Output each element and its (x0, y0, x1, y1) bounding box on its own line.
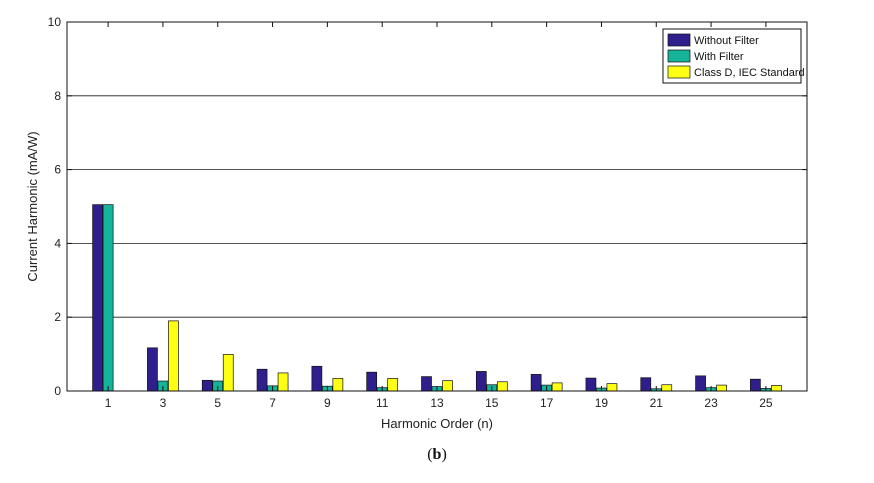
x-tick-label-3: 7 (269, 396, 276, 410)
y-axis-label: Current Harmonic (mA/W) (25, 131, 40, 281)
x-tick-label-9: 19 (595, 396, 609, 410)
legend-label-1: With Filter (694, 51, 744, 63)
x-tick-label-12: 25 (759, 396, 773, 410)
bar-s2-c5 (387, 378, 399, 392)
bar-s2-c6 (442, 380, 453, 392)
bar-s0-c2 (201, 379, 213, 392)
bar-s2-c12 (771, 385, 782, 392)
y-tick-label-1: 2 (54, 310, 61, 324)
y-tick-label-3: 6 (54, 163, 61, 177)
x-tick-label-1: 3 (160, 396, 167, 410)
bar-s2-c2 (222, 354, 234, 392)
bar-s0-c9 (585, 377, 597, 392)
x-tick-label-11: 23 (704, 396, 718, 410)
bar-s2-c10 (661, 384, 673, 392)
legend-swatch-1 (667, 49, 691, 63)
bar-s2-c3 (277, 372, 289, 392)
x-tick-label-8: 17 (540, 396, 554, 410)
y-tick-label-4: 8 (54, 89, 61, 103)
bar-s2-c7 (496, 381, 508, 392)
figure-caption: (b) (427, 446, 447, 463)
bar-s0-c11 (695, 375, 706, 392)
bar-s2-c9 (606, 383, 618, 392)
bar-s2-c1 (168, 320, 179, 392)
x-tick-label-0: 1 (105, 396, 112, 410)
x-axis-label: Harmonic Order (n) (381, 416, 493, 431)
legend-swatch-2 (667, 65, 691, 79)
bar-s0-c10 (640, 377, 652, 392)
x-tick-label-6: 13 (430, 396, 444, 410)
y-tick-label-5: 10 (48, 15, 62, 29)
legend-label-0: Without Filter (694, 35, 759, 47)
legend-swatch-0 (667, 33, 691, 47)
bar-s0-c0 (92, 204, 103, 392)
y-tick-label-2: 4 (54, 236, 61, 250)
bar-s2-c8 (551, 382, 563, 392)
x-tick-label-10: 21 (650, 396, 664, 410)
x-tick-label-2: 5 (214, 396, 221, 410)
bar-s0-c12 (750, 378, 761, 392)
bar-s2-c4 (332, 378, 344, 392)
x-tick-label-7: 15 (485, 396, 499, 410)
bar-s2-c11 (716, 384, 727, 392)
bar-s0-c8 (530, 374, 542, 392)
bar-s0-c6 (421, 376, 432, 392)
bar-s0-c4 (311, 365, 323, 392)
bar-s0-c5 (366, 371, 378, 392)
x-tick-label-4: 9 (324, 396, 331, 410)
bar-s0-c1 (147, 347, 158, 392)
x-tick-label-5: 11 (376, 396, 389, 410)
legend-label-2: Class D, IEC Standard (694, 67, 805, 79)
y-tick-label-0: 0 (54, 384, 61, 398)
bar-s1-c0 (102, 204, 114, 392)
bar-s0-c7 (475, 371, 487, 392)
bar-s0-c3 (256, 368, 268, 392)
